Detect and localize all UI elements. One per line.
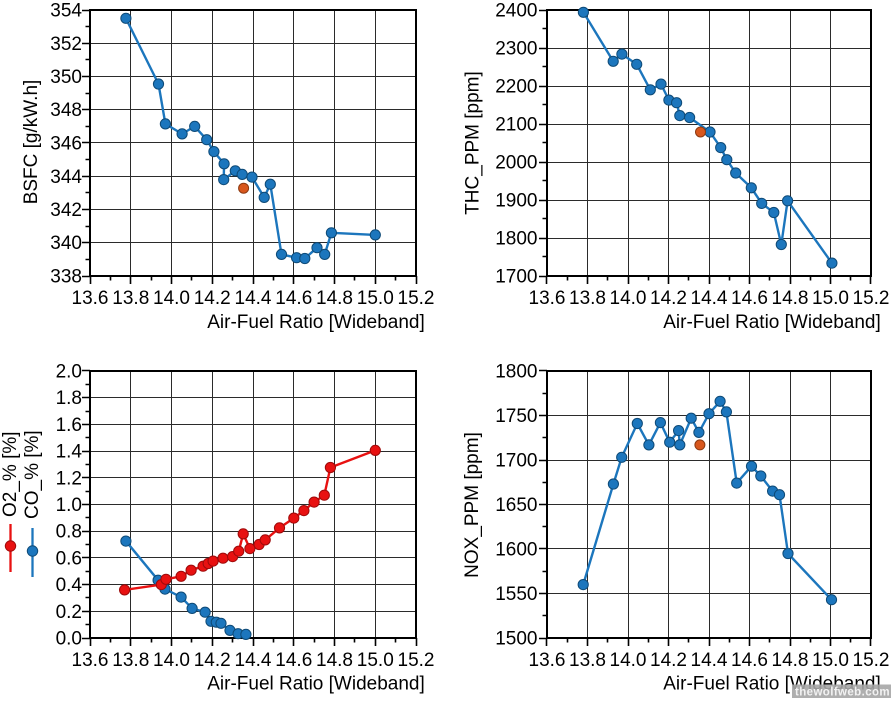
svg-text:14.4: 14.4 — [691, 288, 728, 309]
svg-text:1700: 1700 — [495, 267, 537, 288]
svg-text:BSFC [g/kW.h]: BSFC [g/kW.h] — [21, 80, 42, 205]
svg-text:344: 344 — [50, 167, 82, 188]
svg-text:14.8: 14.8 — [316, 288, 353, 309]
svg-text:O2_% [%]: O2_% [%] — [0, 431, 21, 517]
svg-text:13.6: 13.6 — [529, 288, 566, 309]
svg-text:1650: 1650 — [495, 495, 537, 516]
svg-text:14.0: 14.0 — [153, 650, 190, 671]
svg-text:340: 340 — [50, 233, 82, 254]
svg-text:15.0: 15.0 — [812, 650, 849, 671]
svg-text:14.6: 14.6 — [731, 288, 768, 309]
svg-text:342: 342 — [50, 200, 82, 221]
svg-text:352: 352 — [50, 34, 82, 55]
svg-text:14.8: 14.8 — [772, 288, 809, 309]
svg-text:13.8: 13.8 — [569, 288, 606, 309]
svg-text:Air-Fuel Ratio [Wideband]: Air-Fuel Ratio [Wideband] — [663, 312, 881, 333]
svg-text:1750: 1750 — [495, 406, 537, 427]
svg-text:NOX_PPM [ppm]: NOX_PPM [ppm] — [462, 432, 483, 578]
svg-text:0.4: 0.4 — [56, 575, 83, 596]
svg-text:338: 338 — [50, 267, 82, 288]
svg-text:CO_% [%]: CO_% [%] — [22, 430, 43, 519]
svg-text:348: 348 — [50, 100, 82, 121]
svg-text:13.6: 13.6 — [72, 288, 109, 309]
svg-text:15.2: 15.2 — [398, 288, 435, 309]
svg-text:13.8: 13.8 — [569, 650, 606, 671]
svg-text:15.2: 15.2 — [853, 288, 890, 309]
svg-text:15.0: 15.0 — [812, 288, 849, 309]
svg-text:2.0: 2.0 — [56, 362, 82, 383]
svg-text:14.2: 14.2 — [650, 288, 687, 309]
svg-text:14.6: 14.6 — [275, 288, 312, 309]
svg-text:1800: 1800 — [495, 362, 537, 383]
svg-text:1550: 1550 — [495, 584, 537, 605]
svg-text:14.6: 14.6 — [731, 650, 768, 671]
svg-text:1600: 1600 — [495, 540, 537, 561]
svg-text:14.4: 14.4 — [691, 650, 728, 671]
svg-text:13.6: 13.6 — [529, 650, 566, 671]
svg-text:14.0: 14.0 — [610, 650, 647, 671]
svg-text:15.0: 15.0 — [357, 288, 394, 309]
svg-text:2200: 2200 — [495, 77, 537, 98]
svg-text:13.8: 13.8 — [112, 288, 149, 309]
svg-text:14.8: 14.8 — [316, 650, 353, 671]
svg-text:0.0: 0.0 — [56, 629, 82, 650]
svg-text:14.2: 14.2 — [194, 288, 231, 309]
svg-text:354: 354 — [50, 1, 82, 22]
svg-text:13.8: 13.8 — [112, 650, 149, 671]
svg-text:0.8: 0.8 — [56, 522, 82, 543]
svg-text:346: 346 — [50, 134, 82, 155]
svg-text:14.4: 14.4 — [235, 288, 272, 309]
svg-text:14.0: 14.0 — [153, 288, 190, 309]
svg-text:15.2: 15.2 — [398, 650, 435, 671]
svg-text:14.2: 14.2 — [650, 650, 687, 671]
svg-text:14.6: 14.6 — [275, 650, 312, 671]
svg-text:0.2: 0.2 — [56, 602, 82, 623]
svg-text:14.4: 14.4 — [235, 650, 272, 671]
svg-text:1.4: 1.4 — [56, 442, 83, 463]
svg-text:1.2: 1.2 — [56, 468, 82, 489]
svg-text:350: 350 — [50, 67, 82, 88]
svg-text:Air-Fuel Ratio [Wideband]: Air-Fuel Ratio [Wideband] — [207, 674, 425, 695]
svg-text:1.6: 1.6 — [56, 415, 82, 436]
svg-text:1700: 1700 — [495, 451, 537, 472]
svg-text:14.0: 14.0 — [610, 288, 647, 309]
svg-text:0.6: 0.6 — [56, 548, 82, 569]
svg-text:14.8: 14.8 — [772, 650, 809, 671]
svg-text:2400: 2400 — [495, 1, 537, 22]
svg-text:1800: 1800 — [495, 229, 537, 250]
svg-text:14.2: 14.2 — [194, 650, 231, 671]
svg-text:13.6: 13.6 — [72, 650, 109, 671]
svg-text:15.2: 15.2 — [853, 650, 890, 671]
svg-text:Air-Fuel Ratio [Wideband]: Air-Fuel Ratio [Wideband] — [207, 312, 425, 333]
svg-text:2300: 2300 — [495, 39, 537, 60]
svg-text:1.0: 1.0 — [56, 495, 82, 516]
svg-text:thewolfweb.com: thewolfweb.com — [795, 687, 890, 699]
svg-text:1500: 1500 — [495, 629, 537, 650]
svg-text:15.0: 15.0 — [357, 650, 394, 671]
svg-text:2100: 2100 — [495, 115, 537, 136]
svg-text:THC_PPM [ppm]: THC_PPM [ppm] — [463, 71, 484, 215]
svg-text:2000: 2000 — [495, 153, 537, 174]
svg-text:1.8: 1.8 — [56, 388, 82, 409]
svg-text:1900: 1900 — [495, 191, 537, 212]
